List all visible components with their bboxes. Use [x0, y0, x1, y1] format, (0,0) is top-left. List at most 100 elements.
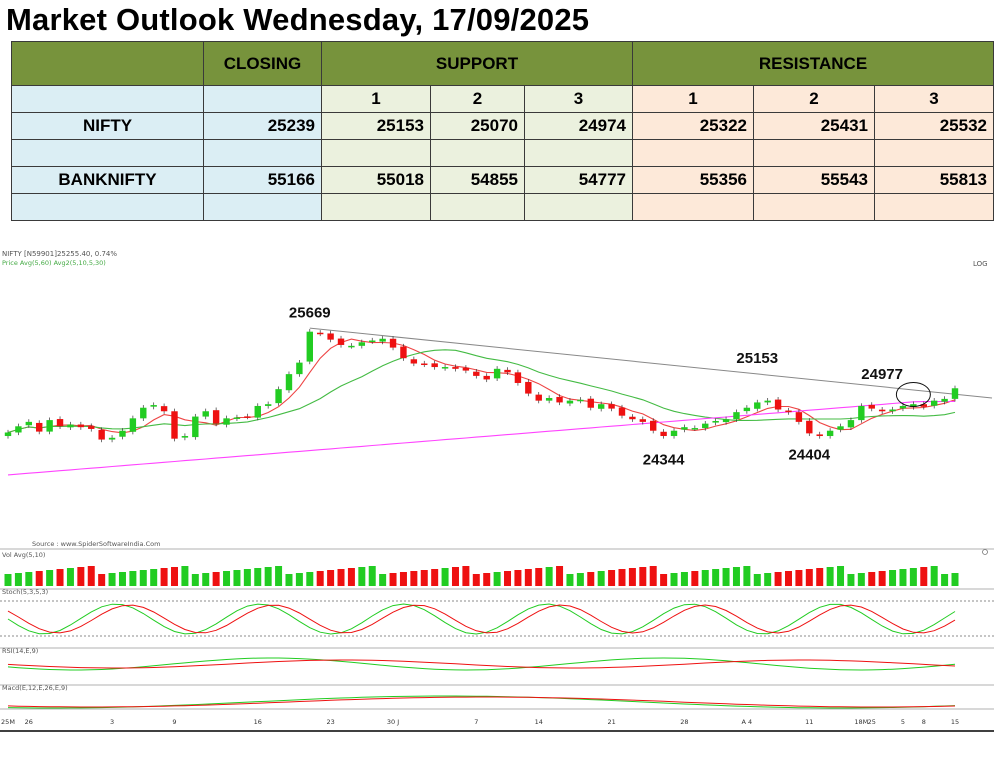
candle — [358, 339, 366, 349]
x-tick-label: 8 — [922, 718, 926, 726]
volume-bar — [680, 572, 688, 586]
candle-body — [88, 426, 95, 429]
volume-bar — [743, 566, 751, 586]
volume-bars — [4, 566, 959, 586]
candle-body — [826, 430, 834, 437]
annotations: 25669 24344 25153 24404 24977 — [289, 305, 931, 469]
candle-body — [754, 402, 761, 409]
volume-bar — [181, 566, 189, 586]
row-name-nifty: NIFTY — [11, 112, 204, 140]
annotation-resistance: 25153 — [736, 350, 778, 367]
volume-bar — [420, 570, 428, 586]
volume-bar — [691, 571, 699, 586]
annotation-low-sep: 24404 — [788, 446, 830, 463]
volume-bar — [545, 567, 553, 586]
volume-bar — [14, 573, 22, 586]
volume-bar — [347, 568, 355, 586]
nifty-closing: 25239 — [203, 112, 322, 140]
candle-body — [806, 420, 813, 434]
macd-panel — [7, 695, 956, 709]
volume-bar — [431, 569, 439, 586]
banknifty-support-3: 54777 — [524, 166, 633, 194]
spacer-cell — [753, 139, 875, 167]
candle — [597, 401, 605, 412]
candle-body — [431, 363, 438, 368]
candle-body — [910, 404, 917, 408]
nifty-chart: NIFTY [N59901]25255.40, 0.74% Price Avg(… — [0, 244, 994, 734]
spacer-cell — [524, 193, 633, 221]
candle-body — [608, 404, 615, 409]
volume-bar — [784, 571, 792, 586]
support-level-1: 1 — [321, 85, 431, 113]
volume-bar — [535, 568, 543, 586]
candle — [192, 413, 199, 440]
candle — [462, 365, 470, 374]
candle — [806, 418, 813, 437]
candle-body — [140, 407, 147, 419]
spacer-cell — [874, 139, 994, 167]
rsi-signal-line — [7, 659, 956, 669]
candle — [67, 421, 74, 431]
candle — [452, 364, 459, 372]
resistance-level-3: 3 — [874, 85, 994, 113]
candle — [56, 416, 64, 429]
nifty-resistance-1: 25322 — [632, 112, 754, 140]
volume-bar — [597, 571, 605, 586]
candle — [285, 371, 293, 393]
volume-bar — [816, 568, 824, 586]
volume-bar — [358, 567, 366, 586]
volume-bar — [264, 567, 272, 586]
volume-bar — [98, 574, 106, 586]
spacer-cell — [11, 193, 204, 221]
candle-body — [504, 369, 511, 373]
volume-bar — [191, 574, 199, 586]
support-level-3: 3 — [524, 85, 633, 113]
rsi-panel — [7, 657, 956, 671]
candle — [858, 403, 865, 423]
page-title: Market Outlook Wednesday, 17/09/2025 — [6, 2, 590, 37]
volume-bar — [649, 566, 657, 586]
candle — [587, 396, 594, 411]
candle — [545, 395, 553, 404]
candle — [941, 396, 948, 405]
candle — [691, 425, 699, 431]
candle-body — [316, 332, 324, 335]
candle-body — [181, 436, 189, 438]
header-resistance: RESISTANCE — [632, 41, 994, 86]
banknifty-support-1: 55018 — [321, 166, 431, 194]
spacer-cell — [430, 139, 525, 167]
volume-bar — [108, 573, 116, 586]
volume-bar — [66, 568, 74, 586]
candle-body — [36, 422, 43, 432]
resistance-trendline — [309, 327, 993, 399]
candle-body — [254, 405, 261, 418]
candle — [431, 360, 438, 370]
level-row-blank — [11, 85, 204, 113]
candle — [129, 415, 137, 435]
chart-frame — [0, 548, 994, 732]
candle — [400, 343, 407, 361]
candle — [25, 419, 33, 428]
volume-bar — [451, 567, 459, 586]
volume-bar — [441, 568, 449, 586]
candle — [743, 405, 751, 414]
candle — [868, 402, 875, 412]
candle-body — [389, 338, 397, 348]
volume-bar — [243, 569, 251, 586]
candle-body — [275, 389, 282, 404]
candle — [212, 407, 220, 427]
candle — [140, 405, 147, 421]
candle-body — [400, 346, 407, 359]
nifty-support-1: 25153 — [321, 112, 431, 140]
candle — [421, 360, 428, 368]
candle-body — [660, 431, 667, 437]
candle-body — [233, 417, 241, 419]
banknifty-resistance-1: 55356 — [632, 166, 754, 194]
candle-body — [691, 428, 699, 430]
candle — [930, 398, 938, 409]
volume-bar — [327, 570, 335, 586]
candle-body — [878, 409, 886, 412]
banknifty-support-2: 54855 — [430, 166, 525, 194]
candle — [296, 359, 303, 377]
volume-bar — [837, 566, 845, 586]
